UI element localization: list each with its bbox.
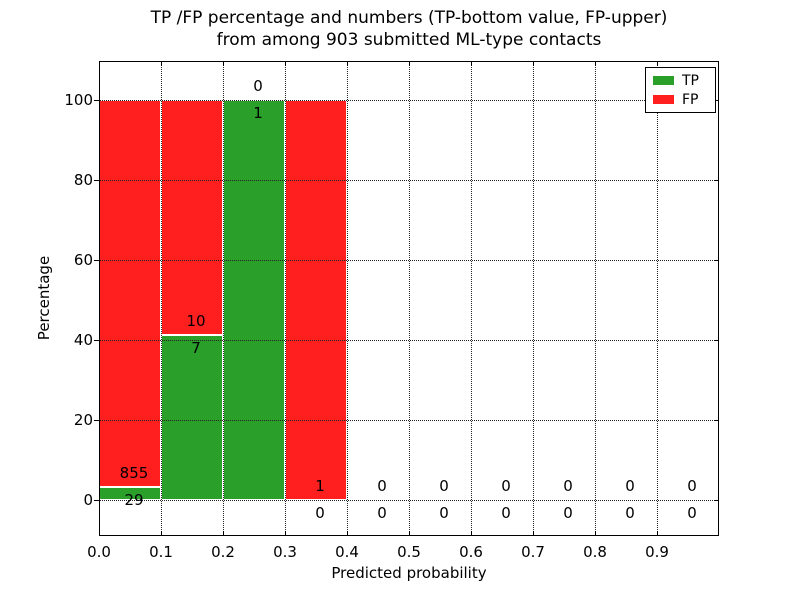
tp-count-label: 0 [625,504,635,522]
tp-bar-segment [161,335,223,500]
legend-label-tp: TP [682,72,699,89]
tp-count-label: 1 [253,104,263,122]
y-tick-mark [94,340,99,342]
fp-bar-segment [285,100,347,500]
fp-bar-segment [99,100,161,487]
tp-count-label: 0 [377,504,387,522]
v-gridline [161,61,162,536]
v-gridline [595,61,596,536]
legend-swatch-fp-icon [653,95,674,104]
fp-count-label: 0 [439,477,449,495]
y-tick-mark-right [714,180,719,182]
x-tick-label: 0.9 [645,543,669,561]
fp-count-label: 0 [625,477,635,495]
tp-count-label: 0 [687,504,697,522]
v-gridline [471,61,472,536]
x-axis-label: Predicted probability [331,564,487,582]
y-tick-label: 40 [73,331,93,349]
x-tick-mark [223,531,225,536]
y-tick-mark-right [714,100,719,102]
x-tick-label: 0.5 [397,543,421,561]
legend: TP FP [645,67,716,113]
v-gridline [409,61,410,536]
x-tick-mark [161,531,163,536]
x-tick-label: 0.7 [521,543,545,561]
v-gridline [347,61,348,536]
chart-title: TP /FP percentage and numbers (TP-bottom… [99,7,719,51]
y-tick-label: 80 [73,171,93,189]
x-tick-mark-top [533,61,535,66]
x-tick-mark-top [595,61,597,66]
tp-count-label: 7 [191,339,201,358]
fp-count-label: 0 [687,477,697,495]
legend-swatch-tp-icon [653,76,674,85]
fp-bar-segment [161,100,223,336]
x-tick-mark-top [223,61,225,66]
x-tick-label: 0.1 [149,543,173,561]
y-tick-mark [94,260,99,262]
tp-count-label: 0 [439,504,449,522]
tp-count-label: 0 [563,504,573,522]
tp-count-label: 29 [124,490,144,509]
x-tick-label: 0.4 [335,543,359,561]
x-tick-mark [347,531,349,536]
tp-count-label: 0 [501,504,511,522]
x-tick-label: 0.2 [211,543,235,561]
y-tick-mark [94,420,99,422]
x-tick-mark-top [285,61,287,66]
y-tick-mark [94,100,99,102]
x-tick-mark-top [347,61,349,66]
tp-count-label: 0 [315,504,325,522]
x-tick-mark [99,531,101,536]
v-gridline [223,61,224,536]
v-gridline [285,61,286,536]
fp-count-label: 1 [315,477,325,495]
y-tick-label: 100 [64,91,93,109]
x-tick-mark [533,531,535,536]
x-tick-mark [657,531,659,536]
x-tick-mark-top [471,61,473,66]
x-tick-mark [285,531,287,536]
fp-count-label: 0 [563,477,573,495]
x-tick-mark [409,531,411,536]
y-tick-label: 0 [83,491,93,509]
y-tick-mark [94,180,99,182]
fp-count-label: 0 [501,477,511,495]
x-tick-mark-top [99,61,101,66]
y-tick-mark-right [714,420,719,422]
y-tick-mark-right [714,500,719,502]
x-tick-mark-top [161,61,163,66]
y-tick-label: 60 [73,251,93,269]
x-tick-mark [471,531,473,536]
v-gridline [657,61,658,536]
tp-bar-segment [223,100,285,500]
x-tick-label: 0.8 [583,543,607,561]
y-tick-label: 20 [73,411,93,429]
fp-count-label: 855 [119,463,149,482]
plot-area: 855 29 10 7 0 1 1 0 0 0 0 0 0 0 0 0 0 0 0 0 [94,61,719,536]
fp-count-label: 10 [186,312,206,331]
x-tick-mark-top [409,61,411,66]
y-tick-mark [94,500,99,502]
y-tick-mark-right [714,340,719,342]
x-tick-label: 0.6 [459,543,483,561]
v-gridline [533,61,534,536]
legend-row-fp: FP [646,93,715,107]
x-tick-mark [595,531,597,536]
y-tick-mark-right [714,260,719,262]
fp-count-label: 0 [377,477,387,495]
legend-row-tp: TP [646,74,715,88]
chart-title-line2: from among 903 submitted ML-type contact… [216,30,602,50]
chart-title-line1: TP /FP percentage and numbers (TP-bottom… [150,8,668,28]
x-tick-mark-top [657,61,659,66]
fp-count-label: 0 [253,77,263,95]
legend-label-fp: FP [682,91,699,108]
x-tick-label: 0.3 [273,543,297,561]
x-tick-label: 0.0 [87,543,111,561]
